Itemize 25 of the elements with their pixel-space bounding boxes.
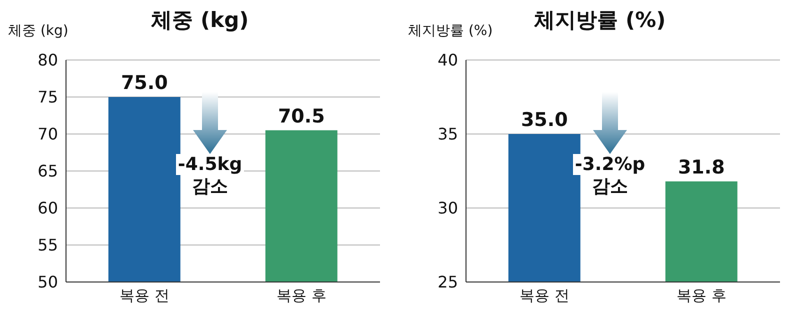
- x-tick-label: 복용 후: [676, 286, 726, 305]
- x-tick-label: 복용 전: [120, 286, 170, 305]
- chart-title: 체지방률 (%): [534, 8, 666, 32]
- x-tick-label: 복용 전: [520, 286, 570, 305]
- y-tick-label: 30: [438, 198, 458, 218]
- y-axis-title: 체중 (kg): [8, 22, 68, 40]
- chart-title: 체중 (kg): [151, 8, 249, 32]
- data-label: 35.0: [520, 109, 568, 131]
- y-tick-label: 40: [438, 50, 458, 70]
- y-tick-label: 25: [438, 272, 458, 292]
- y-tick-label: 35: [438, 124, 458, 144]
- y-tick-label: 50: [38, 272, 58, 292]
- y-tick-label: 75: [38, 88, 58, 107]
- x-tick-label: 복용 후: [276, 286, 326, 305]
- y-tick-label: 60: [38, 198, 58, 218]
- y-tick-label: 65: [38, 162, 58, 181]
- data-label: 75.0: [120, 72, 168, 94]
- y-tick-label: 55: [38, 236, 58, 255]
- data-label: 70.5: [278, 105, 325, 128]
- annotation: -4.5kg 감소: [176, 154, 244, 197]
- y-tick-label: 80: [38, 50, 58, 70]
- data-label: 31.8: [678, 156, 725, 178]
- y-axis-title: 체지방률 (%): [408, 22, 493, 40]
- y-tick-label: 70: [38, 124, 58, 144]
- annotation: -3.2%p 감소: [574, 154, 646, 197]
